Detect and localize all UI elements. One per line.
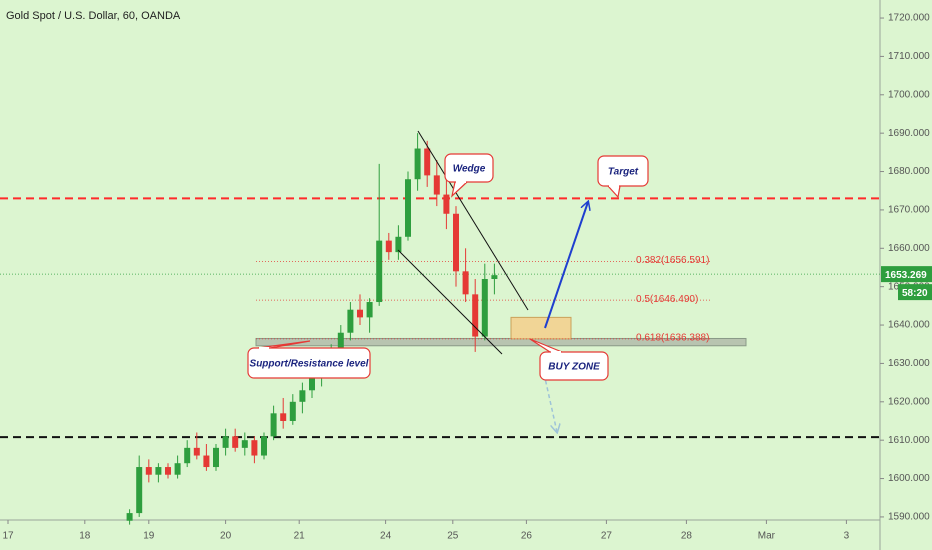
candle-body — [145, 467, 152, 475]
callout-pointer — [257, 340, 311, 349]
wedge-lower — [397, 249, 503, 355]
alt-arrow — [540, 359, 557, 432]
candle-body — [433, 175, 440, 195]
countdown-box — [898, 284, 932, 301]
callout: Wedge — [444, 153, 494, 198]
candle-body — [280, 413, 287, 421]
candle-body — [414, 148, 421, 180]
x-tick-label: 25 — [447, 531, 459, 542]
x-tick-label: 17 — [2, 531, 14, 542]
callout: Support/Resistance level — [247, 340, 371, 379]
y-tick-label: 1610.000 — [888, 435, 930, 446]
fib-label: 0.618(1636.388) — [636, 333, 709, 344]
callout-pointer — [451, 181, 468, 198]
y-tick-label: 1720.000 — [888, 13, 930, 24]
y-tick-label: 1690.000 — [888, 128, 930, 139]
callout: BUY ZONE — [529, 338, 609, 381]
x-tick-label: 18 — [79, 531, 91, 542]
current-price-label: 1653.269 — [885, 270, 927, 281]
current-price-box — [881, 266, 932, 283]
candle-body — [232, 436, 239, 448]
candle-body — [376, 240, 383, 303]
x-tick-label: 3 — [844, 531, 850, 542]
y-tick-label: 1590.000 — [888, 512, 930, 523]
y-tick-label: 1670.000 — [888, 205, 930, 216]
candle-body — [395, 236, 402, 253]
buy-zone — [510, 316, 572, 340]
y-tick-label: 1660.000 — [888, 243, 930, 254]
wedge-upper — [417, 130, 529, 311]
candle-body — [453, 213, 459, 272]
candle-body — [309, 374, 315, 391]
candle-body — [481, 278, 488, 337]
callout-box — [597, 155, 649, 187]
candle-body — [289, 401, 296, 421]
fib-label: 0.5(1646.490) — [636, 294, 698, 305]
candle-body — [385, 240, 392, 253]
callout-box — [444, 153, 494, 183]
callout-text: Support/Resistance level — [250, 359, 369, 370]
x-tick-label: 21 — [294, 531, 306, 542]
candle-body — [193, 447, 200, 456]
candle-body — [299, 390, 306, 402]
y-tick-label: 1700.000 — [888, 89, 930, 100]
candle-body — [174, 463, 181, 475]
x-tick-label: 27 — [601, 531, 613, 542]
countdown-label: 58:20 — [902, 288, 928, 299]
candle-body — [203, 455, 210, 468]
candle-body — [222, 436, 229, 448]
callout-box — [247, 347, 371, 379]
y-tick-label: 1620.000 — [888, 396, 930, 407]
y-tick-label: 1630.000 — [888, 358, 930, 369]
y-tick-label: 1640.000 — [888, 320, 930, 331]
candle-body — [136, 467, 143, 514]
candle-body — [443, 194, 450, 214]
candle-body — [424, 148, 431, 176]
candle-body — [357, 309, 363, 318]
x-tick-label: 20 — [220, 531, 232, 542]
candle-body — [405, 179, 411, 237]
callout-pointer — [607, 185, 621, 199]
callout-box — [539, 351, 609, 381]
callout-text: Target — [608, 167, 639, 178]
callout: Target — [597, 155, 649, 199]
candle-body — [261, 436, 267, 456]
callout-pointer — [529, 338, 563, 353]
candle-body — [270, 413, 277, 437]
callout-text: BUY ZONE — [548, 362, 600, 373]
target-arrow — [544, 202, 588, 329]
candle-body — [155, 467, 162, 475]
x-tick-label: 24 — [380, 531, 392, 542]
x-tick-label: 26 — [521, 531, 533, 542]
candle-body — [184, 447, 191, 464]
candle-body — [347, 309, 354, 333]
support-band — [255, 337, 747, 347]
x-tick-label: 28 — [681, 531, 693, 542]
candle-body — [366, 302, 373, 318]
candle-body — [126, 513, 133, 521]
y-tick-label: 1600.000 — [888, 473, 930, 484]
chart-title: Gold Spot / U.S. Dollar, 60, OANDA — [6, 10, 181, 22]
candle-body — [213, 447, 219, 468]
candle-body — [462, 271, 469, 295]
y-tick-label: 1680.000 — [888, 166, 930, 177]
candle-body — [251, 440, 258, 456]
candle-body — [472, 294, 479, 337]
x-tick-label: 19 — [143, 531, 155, 542]
fib-label: 0.382(1656.591) — [636, 255, 709, 266]
callout-text: Wedge — [453, 164, 486, 175]
x-tick-label: Mar — [758, 531, 776, 542]
candle-body — [241, 440, 248, 448]
candle-body — [165, 467, 171, 475]
candle-body — [337, 332, 344, 352]
candle-body — [491, 275, 498, 279]
y-tick-label: 1710.000 — [888, 51, 930, 62]
